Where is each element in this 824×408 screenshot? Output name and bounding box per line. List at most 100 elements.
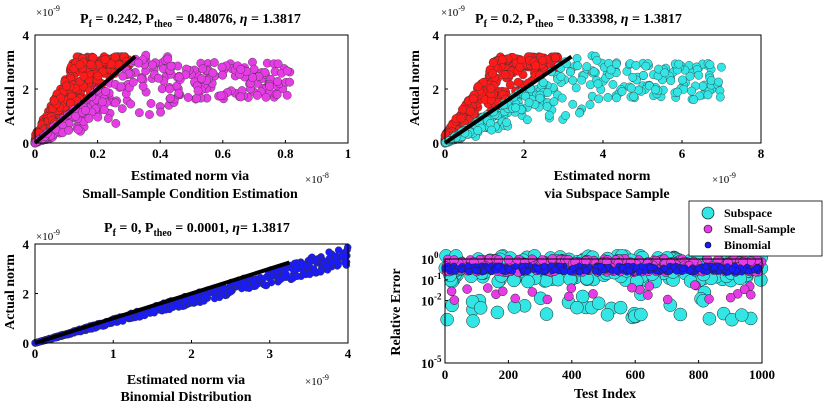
title-panel-3: Pf = 0, Ptheo = 0.0001, η= 1.3817 [104,221,290,239]
data-point [593,79,603,89]
data-point [513,77,523,87]
data-point [581,255,591,266]
data-point [285,77,295,87]
axes-panel-4: 0 200 400 600 800 1000 100 10-1 10-2 10-5 [421,249,775,382]
data-point [674,59,684,69]
data-point [673,307,688,322]
data-point [635,284,645,295]
data-point [524,98,534,107]
data-point [689,95,699,105]
data-point [156,107,165,117]
data-point [334,261,342,269]
data-point [728,265,736,273]
data-point [136,74,146,84]
x-tick-label: 3 [267,346,274,361]
data-point [505,80,515,90]
data-point [449,295,460,305]
data-point [725,292,736,303]
reference-line [443,54,573,145]
data-point [79,71,89,81]
data-point [510,293,520,304]
data-point [138,82,148,91]
data-point [134,108,144,118]
data-point [666,267,673,275]
data-point [521,274,535,289]
y-tick-label: 10-5 [421,354,442,371]
x-tick-label: 0.2 [89,146,105,161]
data-point [641,61,651,71]
x-exponent-1: ×10-8 [305,171,329,186]
data-point [473,126,483,135]
data-point [248,73,257,82]
legend-label-subspace: Subspace [724,206,773,220]
data-point [718,264,725,272]
data-point [566,283,577,293]
data-point [273,77,283,86]
data-point [597,263,605,270]
y-tick-label: 4 [23,237,30,252]
legend-marker-binomial [704,241,712,249]
data-point [524,268,531,276]
data-point [585,80,595,90]
data-point [628,72,638,82]
data-point [488,58,498,67]
data-point [183,93,193,102]
data-point [106,59,116,69]
data-point [84,114,94,123]
y-tick-label: 100 [421,250,439,267]
data-point [686,266,694,274]
data-point [629,92,639,101]
data-point [249,64,259,74]
data-point [236,64,246,74]
data-point [64,125,74,135]
data-point [544,110,554,120]
data-point [215,293,224,302]
x-tick-label: 200 [499,367,519,382]
data-point [531,61,541,71]
data-point [714,77,723,87]
data-point [86,60,96,70]
data-point [703,90,713,100]
y-exponent-2: ×10-9 [441,4,465,19]
data-point [458,105,467,114]
data-point [486,83,496,93]
data-point [644,281,655,291]
data-point [711,264,718,272]
ylabel-4: Relative Error [389,268,404,355]
data-point [534,265,542,272]
x-tick-label: 8 [758,146,765,161]
data-point [216,91,226,101]
axes-panel-3: 0 1 2 3 4 0 2 4 [23,237,352,361]
data-point [734,308,749,322]
data-point [140,311,149,320]
axes-frame [444,258,763,364]
data-point [646,264,654,272]
data-point [643,290,653,300]
data-point [498,286,508,297]
data-point [157,84,167,94]
data-point [511,103,520,113]
data-point [589,67,599,77]
data-point [612,59,621,69]
data-point [566,67,575,77]
data-point [557,93,567,103]
data-point [634,85,644,95]
data-point [75,60,85,70]
data-point [276,276,284,284]
data-point [746,290,756,300]
data-point [272,90,282,99]
x-tick-label: 6 [679,146,686,161]
data-point [594,94,604,104]
data-point [490,305,505,320]
data-point [219,285,228,293]
y-tick-label: 2 [433,82,440,97]
data-point [473,301,488,315]
data-point [100,55,110,64]
data-point [695,265,703,273]
data-point [570,300,584,315]
data-point [111,98,120,108]
data-point [166,61,176,71]
data-point [154,73,163,83]
data-point [236,92,246,102]
data-point [116,82,126,92]
